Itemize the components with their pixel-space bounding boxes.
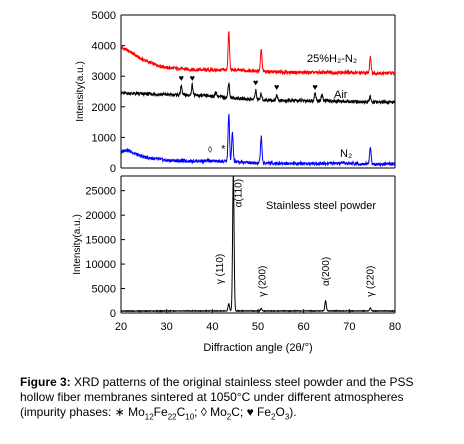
series-label-h2-n2: 25%H₂-N₂ <box>307 53 357 65</box>
peak-label-3: α(200) <box>321 257 332 286</box>
caption-phase1-symbol: ∗ <box>114 405 129 419</box>
caption-label: Figure 3: <box>20 375 71 389</box>
series-line-1 <box>121 81 395 106</box>
top-y-tick-label: 2000 <box>92 102 116 114</box>
caption-phase2: ; ◊ Mo <box>194 405 227 419</box>
powder-series-line <box>121 176 395 313</box>
series-label-n2: N₂ <box>340 148 352 160</box>
x-tick-label: 30 <box>161 321 173 333</box>
top-y-tick-label: 4000 <box>92 41 116 53</box>
bottom-y-tick-label: 15000 <box>85 235 116 247</box>
panel-title-powder: Stainless steel powder <box>266 200 376 212</box>
peak-label-0: γ (110) <box>215 254 226 284</box>
impurity-marker-2: ♥ <box>253 77 258 87</box>
impurity-marker-5: ◊ <box>208 145 213 155</box>
x-tick-label: 50 <box>252 321 264 333</box>
impurity-marker-4: ♥ <box>312 82 317 92</box>
powder-panel: 0 5000 10000 15000 20000 25000 20 30 40 50 60 70 80 I… <box>72 175 401 354</box>
top-y-tick-label: 3000 <box>92 71 116 83</box>
top-y-tick-label: 0 <box>110 163 116 175</box>
caption-phase1-formula: Mo12Fe22C10 <box>128 405 195 422</box>
bottom-y-tick-label: 5000 <box>92 284 116 296</box>
x-tick-label: 70 <box>343 321 355 333</box>
x-tick-label: 20 <box>115 321 127 333</box>
caption-phase3: ♥ Fe <box>246 405 272 419</box>
series-line-2 <box>121 113 395 168</box>
series-label-air: Air <box>334 89 348 101</box>
bottom-y-tick-label: 25000 <box>85 186 116 198</box>
x-tick-label: 60 <box>298 321 310 333</box>
top-y-axis-label: Intensity(a.u.) <box>75 61 86 122</box>
x-tick-label: 40 <box>206 321 218 333</box>
bottom-y-tick-label: 20000 <box>85 210 116 222</box>
x-tick-label: 80 <box>389 321 401 333</box>
atmosphere-panel: 0 1000 2000 3000 4000 5000 Intensity(a.u.) 25%H… <box>75 10 396 175</box>
peak-label-4: γ (220) <box>366 266 377 297</box>
series-line-0 <box>121 31 395 77</box>
impurity-marker-1: ♥ <box>190 73 195 83</box>
impurity-marker-6: * <box>221 144 226 156</box>
bottom-y-tick-label: 10000 <box>85 259 116 271</box>
caption-text: XRD patterns of the original stainless s… <box>20 375 414 419</box>
top-y-tick-label: 1000 <box>92 132 116 144</box>
impurity-marker-0: ♥ <box>179 73 184 83</box>
peak-label-2: γ (200) <box>257 266 268 297</box>
impurity-marker-3: ♥ <box>274 82 279 92</box>
bottom-y-axis-label: Intensity(a.u.) <box>72 214 83 275</box>
x-axis-label: Diffraction angle (2θ/°) <box>203 342 312 354</box>
bottom-y-tick-label: 0 <box>110 308 116 320</box>
peak-label-1: α(110) <box>234 179 245 207</box>
top-y-tick-label: 5000 <box>92 10 116 22</box>
figure-caption: Figure 3: XRD patterns of the original s… <box>20 375 414 422</box>
